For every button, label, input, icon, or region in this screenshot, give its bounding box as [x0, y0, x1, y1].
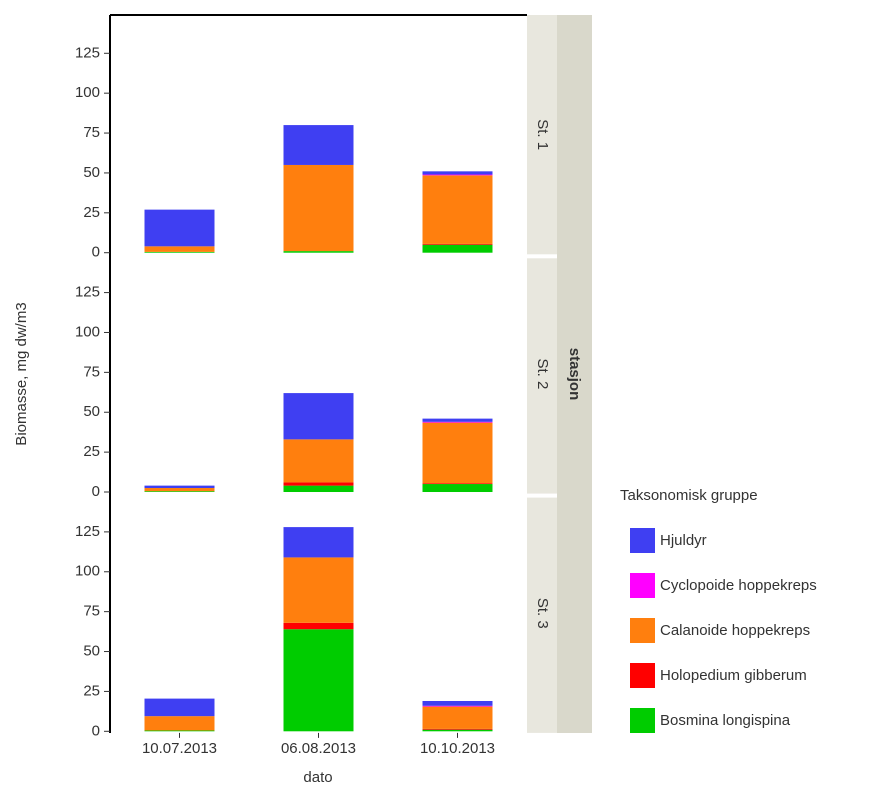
facet-label: stasjon: [566, 348, 583, 401]
bar-segment: [422, 418, 493, 422]
bar-segment: [283, 557, 354, 623]
legend-swatch: [630, 618, 655, 643]
y-tick-label: 75: [83, 363, 100, 380]
bar-segment: [422, 728, 493, 730]
bar-segment: [144, 730, 215, 732]
bar-segment: [283, 439, 354, 483]
bar-segment: [283, 251, 354, 253]
bar-segment: [283, 164, 354, 252]
bar-segment: [144, 485, 215, 489]
bar-segment: [283, 622, 354, 630]
y-tick-label: 25: [83, 443, 100, 460]
bar-segment: [422, 421, 493, 423]
facet-strip: [527, 258, 557, 494]
y-tick-label: 100: [75, 323, 100, 340]
y-tick-label: 100: [75, 84, 100, 101]
y-tick-label: 50: [83, 164, 100, 181]
facet-strip-label: St. 2: [534, 359, 551, 390]
x-tick-label: 06.08.2013: [281, 740, 356, 757]
legend-swatch: [630, 663, 655, 688]
bar-segment: [144, 251, 215, 253]
bar-segment: [283, 527, 354, 558]
bar-segment: [422, 483, 493, 485]
y-tick-label: 50: [83, 403, 100, 420]
bar-segment: [422, 484, 493, 493]
legend-label: Hjuldyr: [660, 532, 707, 549]
y-tick-label: 25: [83, 682, 100, 699]
y-tick-label: 125: [75, 44, 100, 61]
x-axis-label: dato: [303, 769, 332, 786]
legend-label: Calanoide hoppekreps: [660, 622, 810, 639]
bar-segment: [144, 491, 215, 493]
y-tick-label: 125: [75, 284, 100, 301]
y-tick-label: 100: [75, 563, 100, 580]
legend-swatch: [630, 708, 655, 733]
facet-strip-outer: [557, 15, 592, 733]
bar-segment: [283, 482, 354, 486]
y-tick-label: 0: [92, 483, 100, 500]
bar-segment: [144, 488, 215, 492]
y-tick-label: 75: [83, 124, 100, 141]
bar-segment: [422, 706, 493, 729]
bar-segment: [422, 171, 493, 175]
y-tick-label: 125: [75, 523, 100, 540]
bar-segment: [283, 393, 354, 440]
y-tick-label: 75: [83, 603, 100, 620]
bar-segment: [422, 705, 493, 707]
y-axis-label: Biomasse, mg dw/m3: [13, 302, 30, 445]
x-tick-label: 10.10.2013: [420, 740, 495, 757]
x-tick-label: 10.07.2013: [142, 740, 217, 757]
bar-segment: [422, 729, 493, 732]
bar-segment: [422, 422, 493, 484]
legend-swatch: [630, 573, 655, 598]
bar-segment: [283, 629, 354, 732]
bar-segment: [144, 698, 215, 717]
bar-segment: [283, 485, 354, 493]
legend-label: Holopedium gibberum: [660, 667, 807, 684]
bar-segment: [422, 244, 493, 253]
bar-segment: [422, 174, 493, 176]
bar-segment: [144, 209, 215, 247]
legend-label: Bosmina longispina: [660, 712, 791, 729]
facet-strip-label: St. 3: [534, 598, 551, 629]
y-tick-label: 0: [92, 244, 100, 261]
legend-title: Taksonomisk gruppe: [620, 487, 758, 504]
legend-label: Cyclopoide hoppekreps: [660, 577, 817, 594]
legend-swatch: [630, 528, 655, 553]
y-tick-label: 0: [92, 722, 100, 739]
bar-segment: [422, 243, 493, 245]
facet-strip: [527, 497, 557, 733]
facet-strip: [527, 15, 557, 255]
bar-segment: [422, 700, 493, 706]
facet-strip-label: St. 1: [534, 119, 551, 150]
bar-segment: [283, 125, 354, 165]
y-tick-label: 50: [83, 643, 100, 660]
bar-segment: [144, 246, 215, 252]
bar-segment: [422, 175, 493, 244]
y-tick-label: 25: [83, 204, 100, 221]
bar-segment: [144, 716, 215, 731]
